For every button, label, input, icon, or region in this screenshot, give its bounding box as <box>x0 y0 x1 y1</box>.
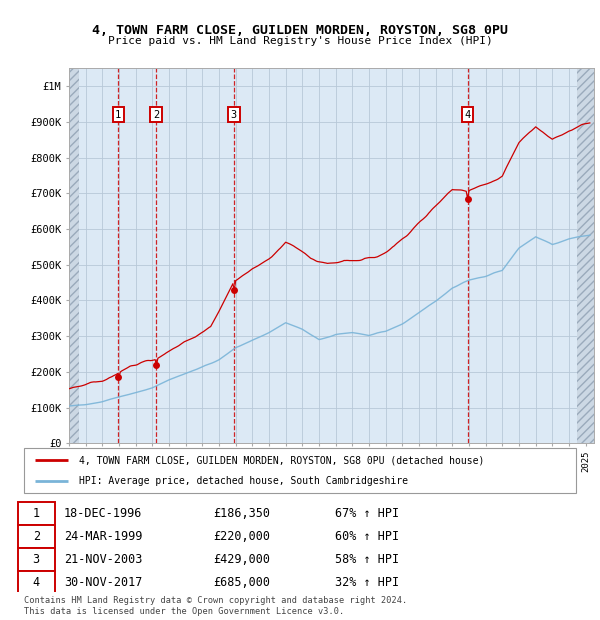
Text: 4: 4 <box>464 110 471 120</box>
Text: 30-NOV-2017: 30-NOV-2017 <box>64 576 142 589</box>
Text: 1: 1 <box>115 110 121 120</box>
Text: 67% ↑ HPI: 67% ↑ HPI <box>335 507 398 520</box>
Text: 21-NOV-2003: 21-NOV-2003 <box>64 553 142 566</box>
Text: £685,000: £685,000 <box>214 576 271 589</box>
FancyBboxPatch shape <box>18 571 55 594</box>
FancyBboxPatch shape <box>18 502 55 525</box>
Text: 3: 3 <box>231 110 237 120</box>
Text: 4: 4 <box>32 576 40 589</box>
Text: £186,350: £186,350 <box>214 507 271 520</box>
Text: 24-MAR-1999: 24-MAR-1999 <box>64 530 142 543</box>
FancyBboxPatch shape <box>18 548 55 571</box>
Text: 2: 2 <box>153 110 159 120</box>
Text: £429,000: £429,000 <box>214 553 271 566</box>
Text: Contains HM Land Registry data © Crown copyright and database right 2024.
This d: Contains HM Land Registry data © Crown c… <box>24 596 407 616</box>
Text: HPI: Average price, detached house, South Cambridgeshire: HPI: Average price, detached house, Sout… <box>79 476 408 486</box>
Text: 2: 2 <box>32 530 40 543</box>
Text: 18-DEC-1996: 18-DEC-1996 <box>64 507 142 520</box>
Text: 3: 3 <box>32 553 40 566</box>
Text: £220,000: £220,000 <box>214 530 271 543</box>
FancyBboxPatch shape <box>18 525 55 548</box>
Text: 58% ↑ HPI: 58% ↑ HPI <box>335 553 398 566</box>
Text: 60% ↑ HPI: 60% ↑ HPI <box>335 530 398 543</box>
Text: 32% ↑ HPI: 32% ↑ HPI <box>335 576 398 589</box>
Text: Price paid vs. HM Land Registry's House Price Index (HPI): Price paid vs. HM Land Registry's House … <box>107 36 493 46</box>
Text: 1: 1 <box>32 507 40 520</box>
Text: 4, TOWN FARM CLOSE, GUILDEN MORDEN, ROYSTON, SG8 0PU (detached house): 4, TOWN FARM CLOSE, GUILDEN MORDEN, ROYS… <box>79 455 485 466</box>
Text: 4, TOWN FARM CLOSE, GUILDEN MORDEN, ROYSTON, SG8 0PU: 4, TOWN FARM CLOSE, GUILDEN MORDEN, ROYS… <box>92 24 508 37</box>
